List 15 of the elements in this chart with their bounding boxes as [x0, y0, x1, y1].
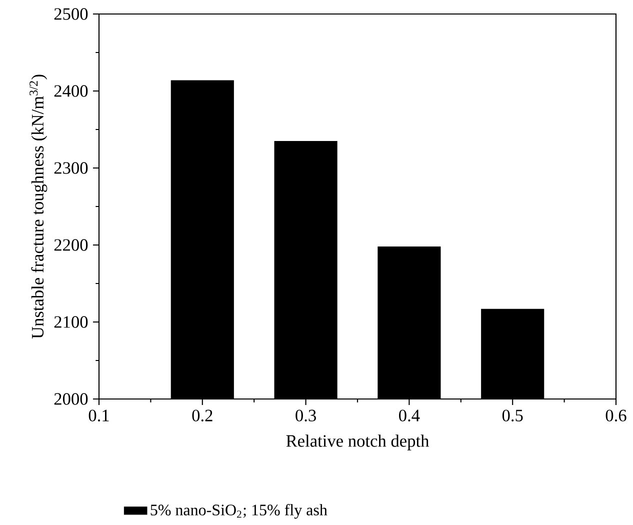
legend-label: 5% nano-SiO$_{2}$; 15% fly ash	[150, 504, 328, 519]
y-tick-label: 2300	[54, 162, 88, 174]
x-tick-label: 0.5	[502, 410, 523, 422]
x-tick-label: 0.1	[88, 410, 109, 422]
y-tick-label: 2100	[54, 316, 88, 328]
x-axis-title: Relative notch depth	[286, 434, 430, 450]
x-tick-label: 0.4	[399, 410, 420, 422]
x-tick-label: 0.3	[296, 410, 316, 422]
y-tick-label: 2000	[54, 393, 88, 405]
y-tick-label: 2400	[54, 85, 88, 97]
y-axis-title: Unstable fracture toughness (kN/m$^{3/2}$)	[30, 74, 48, 339]
x-tick-label: 0.6	[606, 410, 626, 422]
x-tick-label: 0.2	[192, 410, 212, 422]
y-tick-label: 2200	[54, 239, 88, 251]
y-tick-label: 2500	[54, 8, 88, 20]
